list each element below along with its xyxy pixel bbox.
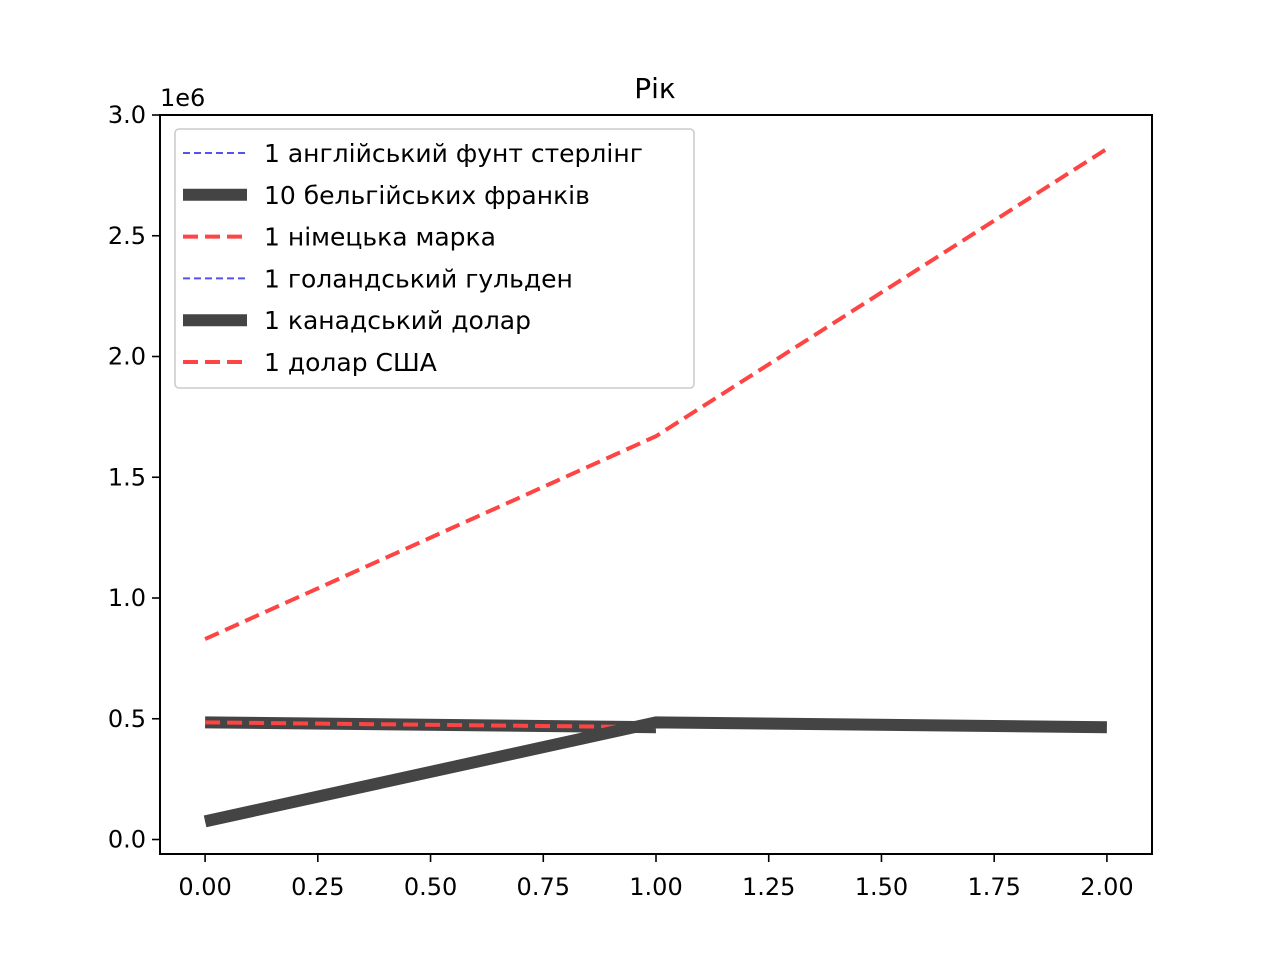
y-tick-label: 0.0 bbox=[108, 826, 146, 854]
legend-label: 1 англійський фунт стерлінг bbox=[264, 139, 643, 168]
legend-label: 1 канадський долар bbox=[264, 306, 531, 335]
x-tick-label: 0.00 bbox=[178, 873, 231, 901]
y-offset-label: 1e6 bbox=[160, 84, 205, 112]
series-line-4 bbox=[203, 716, 1107, 828]
series-line-2 bbox=[205, 720, 657, 730]
legend-label: 1 голандський гульден bbox=[264, 264, 573, 293]
y-tick-label: 3.0 bbox=[108, 101, 146, 129]
x-tick-label: 1.00 bbox=[629, 873, 682, 901]
legend-label: 1 німецька марка bbox=[264, 223, 496, 252]
x-tick-label: 1.25 bbox=[742, 873, 795, 901]
chart-title: Рік bbox=[634, 72, 676, 105]
x-tick-label: 0.25 bbox=[291, 873, 344, 901]
y-tick-label: 1.0 bbox=[108, 584, 146, 612]
x-tick-label: 0.75 bbox=[517, 873, 570, 901]
y-tick-label: 2.5 bbox=[108, 222, 146, 250]
y-tick-label: 0.5 bbox=[108, 705, 146, 733]
legend: 1 англійський фунт стерлінг 10 бельгійськ… bbox=[174, 128, 695, 389]
x-tick-label: 2.00 bbox=[1080, 873, 1133, 901]
legend-label: 10 бельгійських франків bbox=[264, 181, 590, 210]
x-tick-label: 1.75 bbox=[967, 873, 1020, 901]
x-tick-label: 0.50 bbox=[404, 873, 457, 901]
legend-box bbox=[174, 128, 695, 389]
x-tick-label: 1.50 bbox=[855, 873, 908, 901]
series-line-5 bbox=[204, 147, 1108, 641]
legend-label: 1 долар США bbox=[264, 348, 437, 377]
y-tick-label: 1.5 bbox=[108, 463, 146, 491]
y-tick-label: 2.0 bbox=[108, 343, 146, 371]
